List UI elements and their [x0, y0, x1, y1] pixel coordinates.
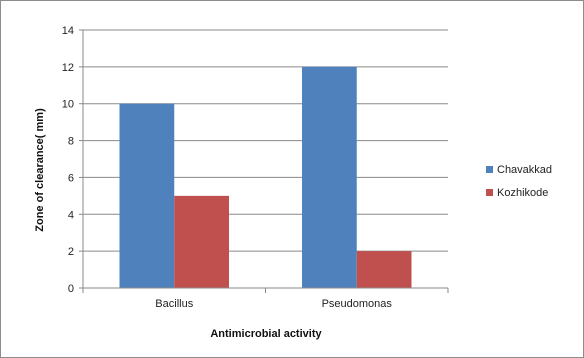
- bar-kozhikode-pseudomonas: [356, 251, 412, 288]
- legend-label-kozhikode: Kozhikode: [497, 187, 548, 199]
- x-tick-labels: Bacillus Pseudomonas: [155, 298, 392, 310]
- legend-swatch-kozhikode: [486, 189, 493, 196]
- legend: Chavakkad Kozhikode: [486, 164, 552, 199]
- y-tick-label: 4: [68, 209, 74, 221]
- axes: [82, 30, 449, 293]
- y-tick-label: 8: [68, 136, 74, 148]
- x-tick-label: Pseudomonas: [322, 298, 393, 310]
- x-tick-label: Bacillus: [155, 298, 193, 310]
- bar-chavakkad-bacillus: [119, 103, 175, 288]
- bar-chavakkad-pseudomonas: [302, 66, 357, 288]
- y-tick-labels: 0 2 4 6 8 10 12 14: [62, 25, 74, 295]
- bar-kozhikode-bacillus: [174, 195, 229, 288]
- y-tick-label: 2: [68, 246, 74, 258]
- y-tick-label: 10: [62, 99, 74, 111]
- y-tick-label: 6: [68, 172, 74, 184]
- legend-label-chavakkad: Chavakkad: [497, 164, 552, 176]
- legend-swatch-chavakkad: [486, 166, 493, 173]
- x-axis-title: Antimicrobial activity: [210, 328, 322, 340]
- y-tick-label: 12: [62, 62, 74, 74]
- y-axis-title: Zone of clearance( mm): [34, 108, 46, 232]
- y-tick-label: 0: [68, 283, 74, 295]
- y-tick-label: 14: [62, 25, 74, 37]
- bars: [119, 66, 412, 288]
